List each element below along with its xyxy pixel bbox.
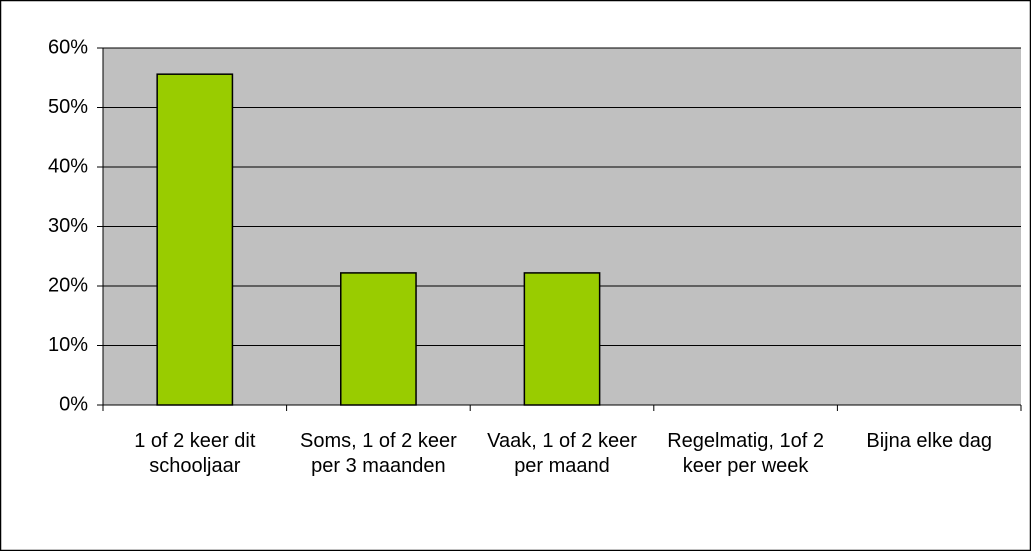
y-tick-label: 30% [48,215,88,237]
y-tick-label: 50% [48,96,88,118]
x-tick-label: Soms, 1 of 2 keer per 3 maanden [300,430,457,477]
x-tick-label: Bijna elke dag [866,430,993,452]
y-tick-label: 40% [48,155,88,177]
bar [523,272,601,406]
bar [156,73,234,406]
y-tick-label: 60% [48,36,88,58]
y-tick-label: 10% [48,334,88,356]
y-tick-label: 20% [48,274,88,296]
x-tick-label: 1 of 2 keer dit schooljaar [134,430,256,477]
x-tick-label: Vaak, 1 of 2 keer per maand [487,430,637,477]
y-tick-label: 0% [59,393,88,415]
bar [340,272,417,406]
x-tick-label: Regelmatig, 1of 2 keer per week [667,430,824,477]
